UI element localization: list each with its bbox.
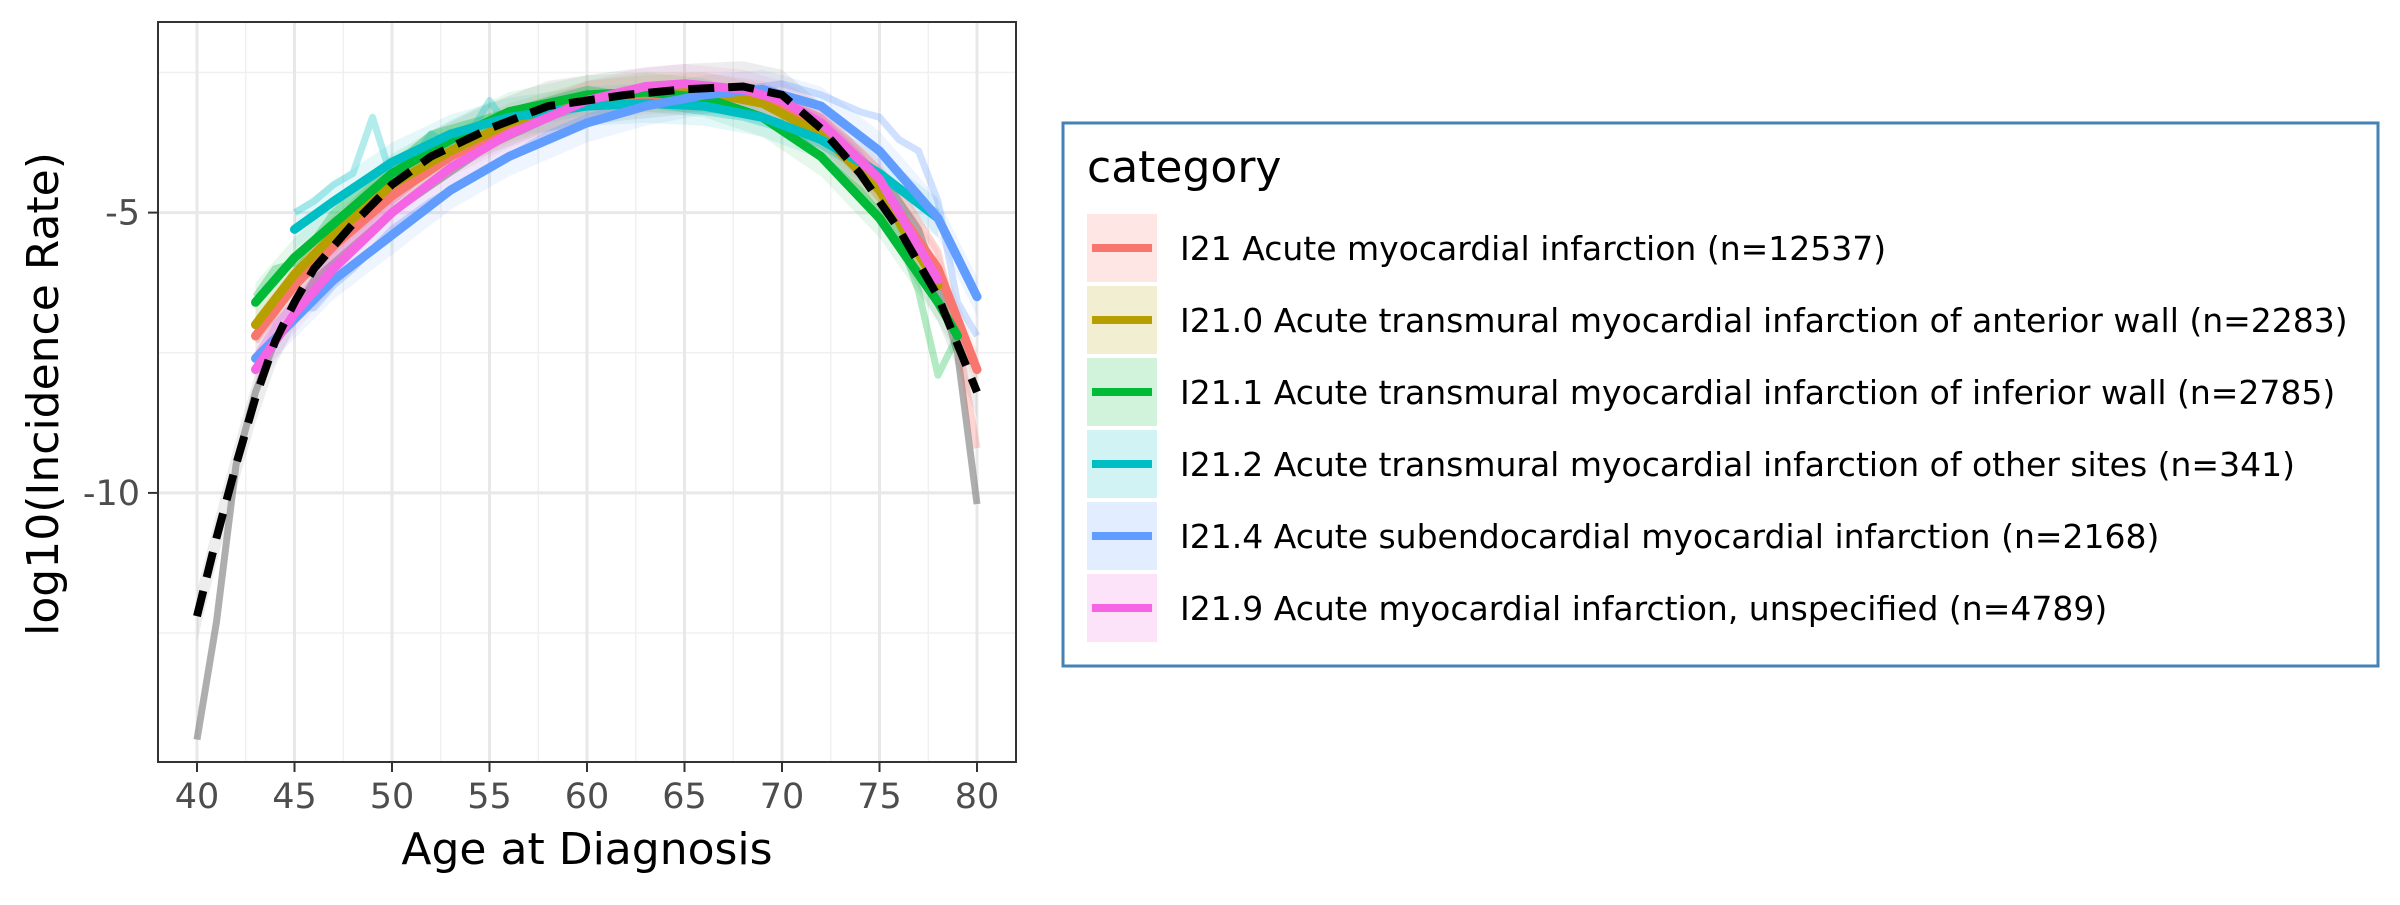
x-tick-label: 75 (857, 777, 902, 817)
series-ci-band-5 (255, 64, 938, 390)
plot-area (157, 21, 1017, 763)
x-tick-label: 55 (467, 777, 512, 817)
x-tick-label: 65 (662, 777, 707, 817)
x-tick-label: 50 (370, 777, 415, 817)
axes: Age at Diagnosis log10(Incidence Rate) 4… (18, 152, 999, 875)
legend-label: I21.2 Acute transmural myocardial infarc… (1180, 445, 2295, 484)
legend-entry: I21 Acute myocardial infarction (n=12537… (1087, 214, 1886, 282)
data-layer (193, 61, 982, 741)
legend-entry: I21.0 Acute transmural myocardial infarc… (1087, 286, 2348, 354)
y-tick-label: -10 (83, 474, 140, 514)
legend-title: category (1087, 142, 1281, 193)
legend-label: I21.9 Acute myocardial infarction, unspe… (1180, 589, 2107, 628)
legend-entry: I21.1 Acute transmural myocardial infarc… (1087, 358, 2335, 426)
legend-entry: I21.4 Acute subendocardial myocardial in… (1087, 502, 2159, 570)
legend-label: I21 Acute myocardial infarction (n=12537… (1180, 229, 1886, 268)
x-tick-label: 40 (175, 777, 220, 817)
x-tick-label: 45 (272, 777, 317, 817)
x-tick-label: 60 (565, 777, 610, 817)
y-axis-label: log10(Incidence Rate) (18, 152, 69, 636)
legend-label: I21.1 Acute transmural myocardial infarc… (1180, 373, 2335, 412)
legend-label: I21.4 Acute subendocardial myocardial in… (1180, 517, 2159, 556)
legend-entry: I21.2 Acute transmural myocardial infarc… (1087, 430, 2295, 498)
reference-dashed-line (193, 82, 981, 618)
legend-label: I21.0 Acute transmural myocardial infarc… (1180, 301, 2348, 340)
legend-box (1061, 121, 2380, 668)
legend-entry: I21.9 Acute myocardial infarction, unspe… (1087, 574, 2107, 642)
reference-ci-band (197, 61, 977, 642)
x-tick-label: 70 (760, 777, 805, 817)
y-tick-label: -5 (105, 194, 140, 234)
x-tick-label: 80 (955, 777, 1000, 817)
legend: category I21 Acute myocardial infarction… (1061, 121, 2380, 668)
x-axis-label: Age at Diagnosis (401, 824, 772, 875)
series-line-4 (251, 84, 982, 363)
